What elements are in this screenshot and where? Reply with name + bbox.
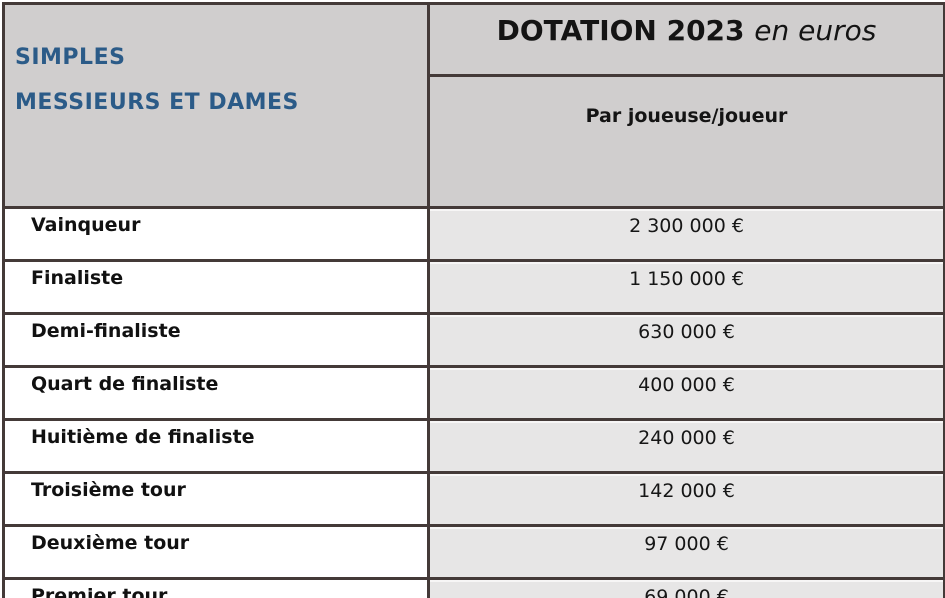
event-category-line2: MESSIEURS ET DAMES [15, 90, 299, 115]
prize-amount: 2 300 000 € [427, 206, 945, 262]
round-label: Huitième de finaliste [2, 418, 430, 474]
table-row: Finaliste 1 150 000 € [2, 259, 945, 315]
round-label: Finaliste [2, 259, 430, 315]
table-row: Huitième de finaliste 240 000 € [2, 418, 945, 474]
prize-amount: 240 000 € [427, 418, 945, 474]
prize-amount: 630 000 € [427, 312, 945, 368]
round-label: Troisième tour [2, 471, 430, 527]
round-label: Premier tour [2, 577, 430, 598]
round-label: Vainqueur [2, 206, 430, 262]
round-label: Deuxième tour [2, 524, 430, 580]
prize-amount: 1 150 000 € [427, 259, 945, 315]
prize-amount: 142 000 € [427, 471, 945, 527]
prize-amount: 69 000 € [427, 577, 945, 598]
dotation-title-currency: en euros [754, 14, 877, 47]
event-category-line1: SIMPLES [15, 45, 126, 70]
table-row: Premier tour 69 000 € [2, 577, 945, 598]
header-row-title: SIMPLES MESSIEURS ET DAMES DOTATION 2023… [2, 2, 945, 209]
table-row: Troisième tour 142 000 € [2, 471, 945, 527]
per-player-header: Par joueuse/joueur [427, 74, 945, 209]
prize-amount: 97 000 € [427, 524, 945, 580]
event-category-header: SIMPLES MESSIEURS ET DAMES [2, 2, 430, 209]
table-row: Demi-finaliste 630 000 € [2, 312, 945, 368]
table-row: Vainqueur 2 300 000 € [2, 206, 945, 262]
dotation-title-text: DOTATION 2023 [496, 14, 745, 47]
round-label: Quart de finaliste [2, 365, 430, 421]
header-row-subtitle: Par joueuse/joueur [4, 74, 945, 209]
dotation-title-header: DOTATION 2023 en euros [427, 2, 945, 77]
table-row: Quart de finaliste 400 000 € [2, 365, 945, 421]
prize-amount: 400 000 € [427, 365, 945, 421]
table-row: Deuxième tour 97 000 € [2, 524, 945, 580]
round-label: Demi-finaliste [2, 312, 430, 368]
